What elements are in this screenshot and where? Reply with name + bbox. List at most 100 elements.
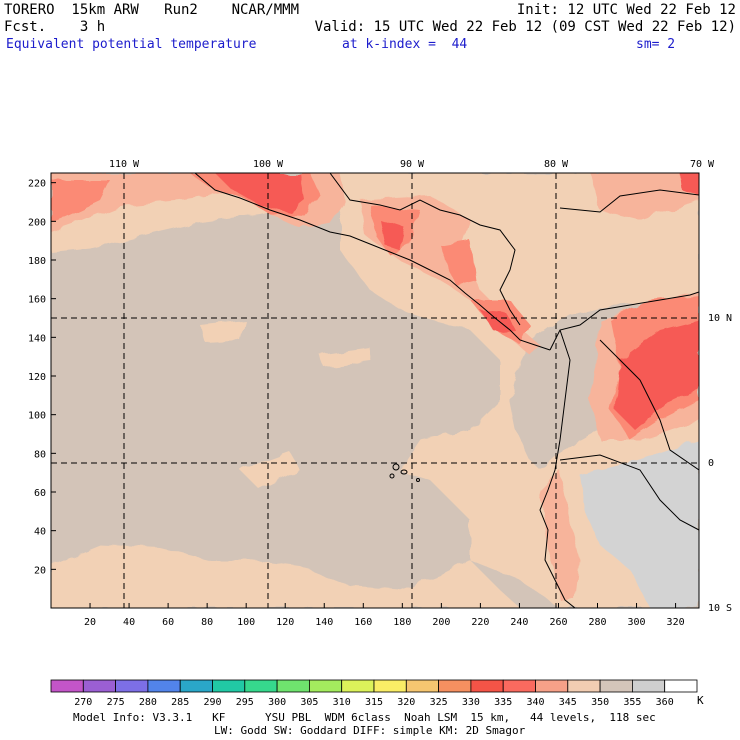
lat-label-10s: 10 S (708, 603, 732, 614)
forecast-hour: Fcst. 3 h (4, 19, 106, 35)
colorbar-label: 305 (300, 697, 318, 708)
y-tick-label: 160 (28, 295, 46, 306)
theta-e-330-caribbean (680, 173, 699, 196)
colorbar-swatch (308, 679, 343, 693)
x-tick-label: 320 (667, 617, 685, 628)
x-tick-label: 100 (237, 617, 255, 628)
y-tick-label: 40 (34, 527, 46, 538)
island-galapagos-3 (389, 473, 395, 479)
y-tick-label: 180 (28, 256, 46, 267)
colorbar-swatch (115, 679, 149, 693)
colorbar-label: 300 (268, 697, 286, 708)
colorbar-swatch (470, 679, 504, 693)
latlon-grid (51, 173, 699, 608)
x-tick-label: 40 (123, 617, 135, 628)
y-tick-label: 80 (34, 449, 46, 460)
colorbar-label: 310 (333, 697, 351, 708)
colorbar-label: 325 (430, 697, 448, 708)
x-tick-label: 280 (588, 617, 606, 628)
y-tick-label: 120 (28, 372, 46, 383)
island-cocos (416, 478, 420, 482)
theta-e-335-honduras (440, 240, 475, 285)
x-tick-label: 300 (628, 617, 646, 628)
colorbar-label: 340 (526, 697, 544, 708)
border-colombia-venezuela (599, 339, 699, 471)
theta-e-330-colombia (615, 320, 699, 430)
colorbar-swatch (502, 679, 536, 693)
title-line: TORERO 15km ARW Run2 NCAR/MMM (4, 2, 300, 18)
colorbar-label: 270 (74, 697, 92, 708)
theta-e-345-patch-2 (320, 348, 372, 368)
island-galapagos-2 (400, 469, 408, 475)
smoothing-info: sm= 2 (636, 37, 676, 52)
y-tick-label: 20 (34, 565, 46, 576)
theta-e-345-patch-3 (240, 452, 300, 490)
coastline-south-america-pacific (539, 329, 576, 608)
y-tick-label: 220 (28, 179, 46, 190)
field-name: Equivalent potential temperature (6, 37, 257, 52)
map-frame (50, 172, 700, 609)
colorbar: 270 275 280 285 290 295 300 305 310 315 320 325 330 3… (50, 679, 698, 708)
colorbar-label: 315 (365, 697, 383, 708)
colorbar-swatch (405, 679, 439, 693)
x-tick-label: 140 (315, 617, 333, 628)
colorbar-label: 330 (462, 697, 480, 708)
x-tick-label: 160 (354, 617, 372, 628)
colorbar-swatch (147, 679, 181, 693)
colorbar-swatch (341, 679, 375, 693)
colorbar-swatch (599, 679, 633, 693)
y-tick-label: 140 (28, 333, 46, 344)
colorbar-swatch (179, 679, 213, 693)
colorbar-label: 275 (107, 697, 125, 708)
lat-label-0: 0 (708, 458, 714, 469)
coastline-panama-colombia (549, 291, 699, 351)
theta-e-340-ecuador-coast (540, 470, 580, 600)
colorbar-swatch (373, 679, 407, 693)
colorbar-swatch (244, 679, 278, 693)
colorbar-swatch (535, 679, 569, 693)
lon-label-100w: 100 W (253, 159, 284, 170)
colorbar-swatch (82, 679, 117, 693)
y-tick-label: 100 (28, 411, 46, 422)
theta-e-330-guatemala (380, 220, 405, 250)
colorbar-label: 285 (171, 697, 189, 708)
colorbar-label: 320 (397, 697, 415, 708)
y-tick-label: 60 (34, 488, 46, 499)
theta-e-340-caribbean (590, 173, 699, 220)
lon-label-110w: 110 W (109, 159, 140, 170)
colorbar-label: 290 (203, 697, 221, 708)
colorbar-label: 355 (623, 697, 641, 708)
colorbar-label: 350 (591, 697, 609, 708)
island-galapagos-1 (392, 463, 400, 471)
y-tick-label: 200 (28, 217, 46, 228)
coastline-caribbean (559, 189, 699, 213)
x-tick-label: 220 (471, 617, 489, 628)
model-info: Model Info: V3.3.1 KF YSU PBL WDM 6class… (73, 711, 656, 724)
coastline-mexico-pacific (194, 173, 551, 351)
theta-e-350-andes (580, 440, 699, 608)
colorbar-swatch (567, 679, 601, 693)
theta-e-345-south (51, 545, 520, 608)
theta-e-330-mexico (215, 173, 305, 212)
axis-ticks: 20 40 60 80 100 120 140 160 180 200 220 240 260 280 30… (28, 179, 685, 628)
colorbar-label: 335 (494, 697, 512, 708)
lat-label-10n: 10 N (708, 313, 732, 324)
colorbar-label: 360 (656, 697, 674, 708)
colorbar-label: 280 (139, 697, 157, 708)
colorbar-swatch (50, 679, 84, 693)
coastlines (194, 173, 699, 608)
colorbar-label: 295 (236, 697, 254, 708)
colorbar-label: 345 (559, 697, 577, 708)
colorbar-swatch (212, 679, 246, 693)
x-tick-label: 60 (162, 617, 174, 628)
model-physics: LW: Godd SW: Goddard DIFF: simple KM: 2D… (214, 724, 526, 737)
map-field (51, 173, 699, 608)
colorbar-swatch (632, 679, 666, 693)
coastline-yucatan (329, 173, 521, 326)
init-time: Init: 12 UTC Wed 22 Feb 12 (516, 2, 736, 18)
valid-time: Valid: 15 UTC Wed 22 Feb 12 (09 CST Wed … (314, 19, 736, 35)
x-tick-label: 240 (510, 617, 528, 628)
x-tick-label: 80 (201, 617, 213, 628)
x-tick-label: 180 (393, 617, 411, 628)
